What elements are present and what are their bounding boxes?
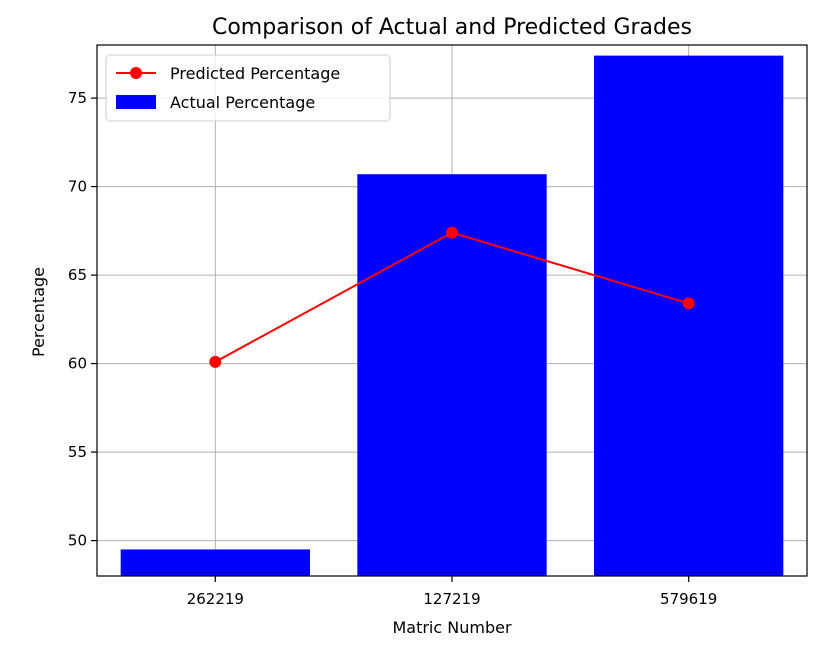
- chart-title: Comparison of Actual and Predicted Grade…: [212, 15, 692, 40]
- y-tick-label: 50: [68, 532, 87, 550]
- legend-label-predicted: Predicted Percentage: [170, 64, 340, 83]
- x-tick-label: 127219: [423, 590, 480, 608]
- y-tick-label: 75: [68, 89, 87, 107]
- y-axis-label: Percentage: [29, 267, 48, 357]
- legend-box: [105, 54, 391, 122]
- x-tick-label: 262219: [187, 590, 244, 608]
- legend-marker-swatch: [130, 67, 142, 79]
- y-tick-label: 65: [68, 266, 87, 284]
- predicted-point: [682, 297, 695, 310]
- y-tick-label: 60: [68, 355, 87, 373]
- x-tick-label: 579619: [660, 590, 717, 608]
- predicted-point: [209, 355, 222, 368]
- x-axis: 262219 127219 579619: [187, 576, 717, 608]
- predicted-line: [209, 226, 695, 368]
- legend: Predicted Percentage Actual Percentage: [105, 54, 391, 122]
- x-axis-label: Matric Number: [392, 618, 511, 637]
- legend-label-actual: Actual Percentage: [170, 93, 315, 112]
- actual-bar: [357, 174, 547, 576]
- y-tick-label: 55: [68, 443, 87, 461]
- predicted-point: [446, 226, 458, 239]
- y-tick-label: 70: [68, 178, 87, 196]
- actual-bar: [120, 549, 311, 576]
- bars: [120, 55, 784, 577]
- legend-bar-swatch: [116, 95, 156, 109]
- y-axis: 50 55 60 65 70 75: [68, 89, 97, 550]
- actual-bar: [594, 55, 784, 577]
